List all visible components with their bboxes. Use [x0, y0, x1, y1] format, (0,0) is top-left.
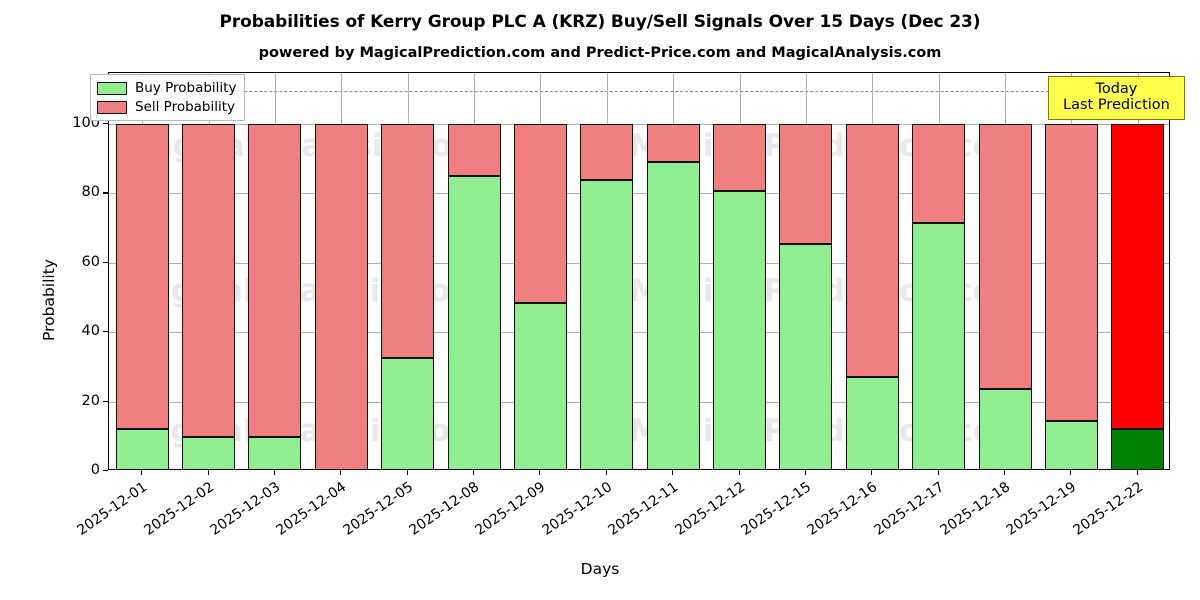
today-annotation: Today Last Prediction: [1048, 76, 1185, 121]
x-tick-mark: [606, 470, 608, 475]
plot-inner: MagicalAnalysis.comMagicalPrediction.com…: [109, 73, 1169, 469]
legend-item-buy: Buy Probability: [97, 80, 236, 96]
x-tick-mark: [938, 470, 940, 475]
bar-group[interactable]: [314, 124, 368, 469]
x-tick-mark: [274, 470, 276, 475]
x-tick-mark: [805, 470, 807, 475]
x-tick-mark: [1004, 470, 1006, 475]
gridline-horizontal: [109, 401, 1169, 403]
bar-segment-sell[interactable]: [845, 124, 899, 377]
bar-segment-buy[interactable]: [381, 358, 435, 469]
x-tick-mark: [1137, 470, 1139, 475]
bar-segment-sell[interactable]: [713, 124, 767, 192]
gridline-horizontal: [109, 262, 1169, 264]
gridline-horizontal: [109, 332, 1169, 334]
y-tick-label: 20: [81, 392, 100, 409]
bar-group[interactable]: [912, 124, 966, 469]
y-tick-label: 40: [81, 323, 100, 340]
y-tick-mark: [103, 470, 108, 472]
x-tick-mark: [407, 470, 409, 475]
legend-label-sell: Sell Probability: [135, 99, 236, 115]
bar-group[interactable]: [978, 124, 1032, 469]
bar-segment-sell[interactable]: [978, 124, 1032, 390]
chart-subtitle: powered by MagicalPrediction.com and Pre…: [258, 45, 942, 61]
x-tick-mark: [1070, 470, 1072, 475]
bar-segment-sell[interactable]: [248, 124, 302, 437]
bar-segment-sell[interactable]: [182, 124, 236, 437]
bar-segment-buy[interactable]: [978, 389, 1032, 469]
bar-segment-buy[interactable]: [115, 429, 169, 469]
y-tick-mark: [103, 261, 108, 263]
y-tick-label: 80: [81, 184, 100, 201]
bar-segment-sell[interactable]: [779, 124, 833, 244]
bar-group[interactable]: [646, 124, 700, 469]
bar-group[interactable]: [513, 124, 567, 469]
bar-segment-sell[interactable]: [513, 124, 567, 304]
bar-segment-sell[interactable]: [912, 124, 966, 223]
legend-item-sell: Sell Probability: [97, 99, 236, 115]
gridline-horizontal: [109, 124, 1169, 125]
plot-area: MagicalAnalysis.comMagicalPrediction.com…: [108, 72, 1170, 470]
bar-group[interactable]: [713, 124, 767, 469]
bar-group[interactable]: [182, 124, 236, 469]
bar-segment-buy[interactable]: [1044, 421, 1098, 469]
bar-segment-buy[interactable]: [513, 303, 567, 469]
bar-group[interactable]: [115, 124, 169, 469]
x-tick-mark: [739, 470, 741, 475]
reference-dashed-line: [109, 91, 1169, 92]
x-tick-mark: [539, 470, 541, 475]
bar-segment-buy[interactable]: [182, 436, 236, 469]
bar-segment-sell[interactable]: [1044, 124, 1098, 422]
bar-segment-sell-today[interactable]: [1111, 124, 1165, 429]
bar-segment-buy[interactable]: [646, 161, 700, 469]
x-tick-mark: [672, 470, 674, 475]
bar-segment-sell[interactable]: [115, 124, 169, 429]
x-tick-mark: [340, 470, 342, 475]
bar-group[interactable]: [381, 124, 435, 469]
bar-group[interactable]: [248, 124, 302, 469]
bar-group[interactable]: [1044, 124, 1098, 469]
bar-segment-sell[interactable]: [381, 124, 435, 359]
bar-segment-sell[interactable]: [314, 124, 368, 469]
bar-group[interactable]: [779, 124, 833, 469]
x-tick-mark: [871, 470, 873, 475]
bar-group-today[interactable]: [1111, 124, 1165, 469]
x-tick-mark: [473, 470, 475, 475]
legend-label-buy: Buy Probability: [135, 80, 237, 96]
legend-swatch-sell: [97, 100, 127, 114]
y-tick-label: 60: [81, 253, 100, 270]
y-tick-mark: [103, 400, 108, 402]
y-tick-mark: [103, 123, 108, 125]
x-tick-mark: [208, 470, 210, 475]
bar-segment-buy[interactable]: [912, 222, 966, 469]
chart-title: Probabilities of Kerry Group PLC A (KRZ)…: [219, 12, 981, 32]
bar-segment-buy-today[interactable]: [1111, 429, 1165, 469]
bar-segment-buy[interactable]: [447, 176, 501, 469]
y-tick-mark: [103, 331, 108, 333]
x-axis-label: Days: [580, 560, 620, 578]
bars-layer: [109, 73, 1169, 469]
bar-segment-sell[interactable]: [580, 124, 634, 180]
bar-segment-buy[interactable]: [248, 436, 302, 469]
bar-group[interactable]: [580, 124, 634, 469]
legend: Buy Probability Sell Probability: [90, 74, 246, 121]
bar-segment-buy[interactable]: [713, 191, 767, 469]
y-tick-label: 0: [90, 462, 100, 478]
bar-group[interactable]: [845, 124, 899, 469]
bar-segment-buy[interactable]: [845, 376, 899, 469]
y-tick-mark: [103, 192, 108, 194]
bar-segment-sell[interactable]: [646, 124, 700, 162]
bar-segment-buy[interactable]: [779, 243, 833, 469]
legend-swatch-buy: [97, 81, 127, 95]
bar-segment-sell[interactable]: [447, 124, 501, 177]
gridline-horizontal: [109, 193, 1169, 195]
today-annotation-line2: Last Prediction: [1063, 97, 1170, 114]
x-tick-mark: [141, 470, 143, 475]
bar-group[interactable]: [447, 124, 501, 469]
today-annotation-line1: Today: [1095, 81, 1138, 97]
bar-segment-buy[interactable]: [580, 179, 634, 469]
